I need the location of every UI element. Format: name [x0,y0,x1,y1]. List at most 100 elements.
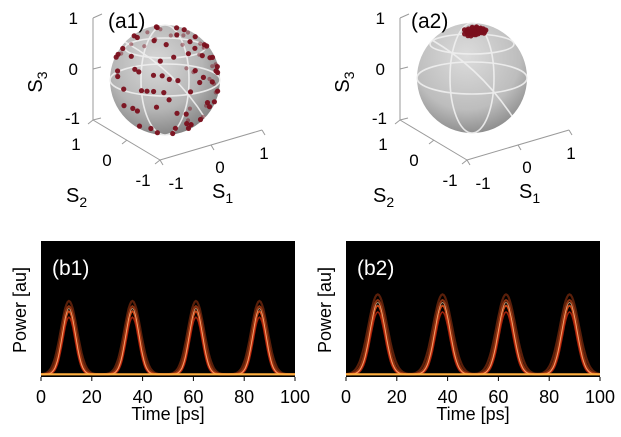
a2-s3-label: S3 [332,71,357,92]
a1-point [128,53,134,59]
a1-point [183,111,189,117]
a1-point [166,76,172,82]
a1-point [187,89,194,95]
a1-point [181,33,186,38]
a1-s2-label-sub: 2 [79,194,87,210]
a1-point [129,42,134,47]
a1-point [211,99,217,105]
a1-point [145,30,150,35]
a1-point [121,86,127,92]
a1-point [134,108,140,114]
a2-s3-tick-mid: 0 [376,60,385,79]
a1-point [174,110,180,116]
a1-point [213,68,219,74]
a1-s3-tick-mid: 0 [69,60,78,79]
a1-point [215,88,221,94]
a1-point [206,104,213,110]
b1-x-tick-label: 40 [133,387,153,407]
panel-a2: (a2) 1 0 -1 1 0 -1 -1 0 1 S3 S2 S1 [332,9,576,210]
a1-point [151,38,157,44]
a2-s3-tick-bottom: -1 [372,109,387,128]
a2-s1-tick-neg: -1 [475,174,490,193]
a1-point [192,34,198,40]
a2-s2-tick-pos: 1 [378,135,387,154]
a1-point [192,45,198,51]
a2-s1-ticks: -1 0 1 [475,144,575,193]
b1-panel-label: (b1) [52,257,89,280]
a1-s1-ticks: -1 0 1 [168,144,268,193]
a2-s1-tick-pos: 1 [566,144,575,163]
a1-point [168,33,173,38]
a1-point [144,88,150,94]
b1-x-axis-label: Time [ps] [131,404,204,424]
a1-point [170,130,176,137]
a1-point [136,69,142,75]
a2-axes-frame [394,13,573,166]
a1-point [136,123,143,129]
a1-point [192,68,198,74]
a1-point [175,78,181,84]
a2-point [473,32,479,38]
panel-b2: (b2) 0 20 40 60 80 100 Time [ps] Power [au] [315,241,615,424]
a1-point [115,73,121,80]
b2-x-tick-label: 60 [488,387,508,407]
b2-x-axis-label: Time [ps] [436,404,509,424]
a1-s2-label-name: S [66,185,79,207]
a1-s2-tick-neg: -1 [135,171,150,190]
b1-x-tick-label: 100 [280,387,310,407]
a2-s1-label: S1 [519,181,540,206]
a1-point [120,45,126,52]
a1-point [214,64,220,70]
b2-x-ticks: 0 20 40 60 80 100 [341,377,615,407]
a1-point [187,106,192,111]
a1-point [184,121,190,127]
a1-s2-tick-zero: 0 [102,151,111,170]
a2-point [468,33,474,39]
a1-s3-tick-bottom: -1 [65,109,80,128]
a2-s3-label-sub: 3 [341,71,357,79]
a2-s2-tick-neg: -1 [442,171,457,190]
a2-sphere-grid [416,22,528,134]
a1-s1-label-name: S [212,181,225,203]
a1-point [188,122,194,128]
b2-traces [345,293,601,376]
b2-x-tick-label: 0 [341,387,351,407]
a2-s3-tick-top: 1 [376,9,385,28]
panel-a1: (a1) 1 0 -1 1 0 -1 -1 0 1 S3 S2 S1 [25,9,269,210]
a1-s3-label: S3 [25,71,50,92]
a2-sphere [417,23,527,133]
a1-point [185,30,191,35]
a1-point [207,55,213,61]
a2-panel-label: (a2) [411,10,448,33]
a1-point [132,66,138,72]
b1-x-tick-label: 80 [234,387,254,407]
a1-axes-frame [87,13,266,166]
a1-s3-tick-top: 1 [69,9,78,28]
a1-point [197,79,203,86]
b1-x-tick-label: 0 [36,387,46,407]
a1-point [180,42,185,47]
a1-point [148,125,154,132]
a1-point [201,42,207,48]
a1-point [150,72,157,78]
a1-point [134,34,140,41]
b1-x-ticks: 0 20 40 60 80 100 [36,377,310,407]
a1-point [121,103,127,109]
a1-point [200,74,206,80]
a1-point [171,54,177,60]
panel-b1: (b1) 0 20 40 60 80 100 Time [ps] Power [au] [10,241,310,424]
a1-point [153,104,160,110]
a2-s1-label-name: S [519,181,532,203]
a1-s3-label-name: S [25,79,47,92]
a1-sphere [110,25,220,135]
a1-point [142,44,147,49]
a1-point [174,32,180,38]
b1-y-axis-label: Power [au] [10,267,30,353]
b2-y-axis-label: Power [au] [315,267,335,353]
a1-point [157,58,163,64]
a1-point [130,105,136,111]
a2-s2-ticks: 1 0 -1 [378,135,457,190]
a1-point [197,116,204,123]
a1-s1-tick-zero: 0 [215,158,224,177]
a1-point [204,100,211,106]
